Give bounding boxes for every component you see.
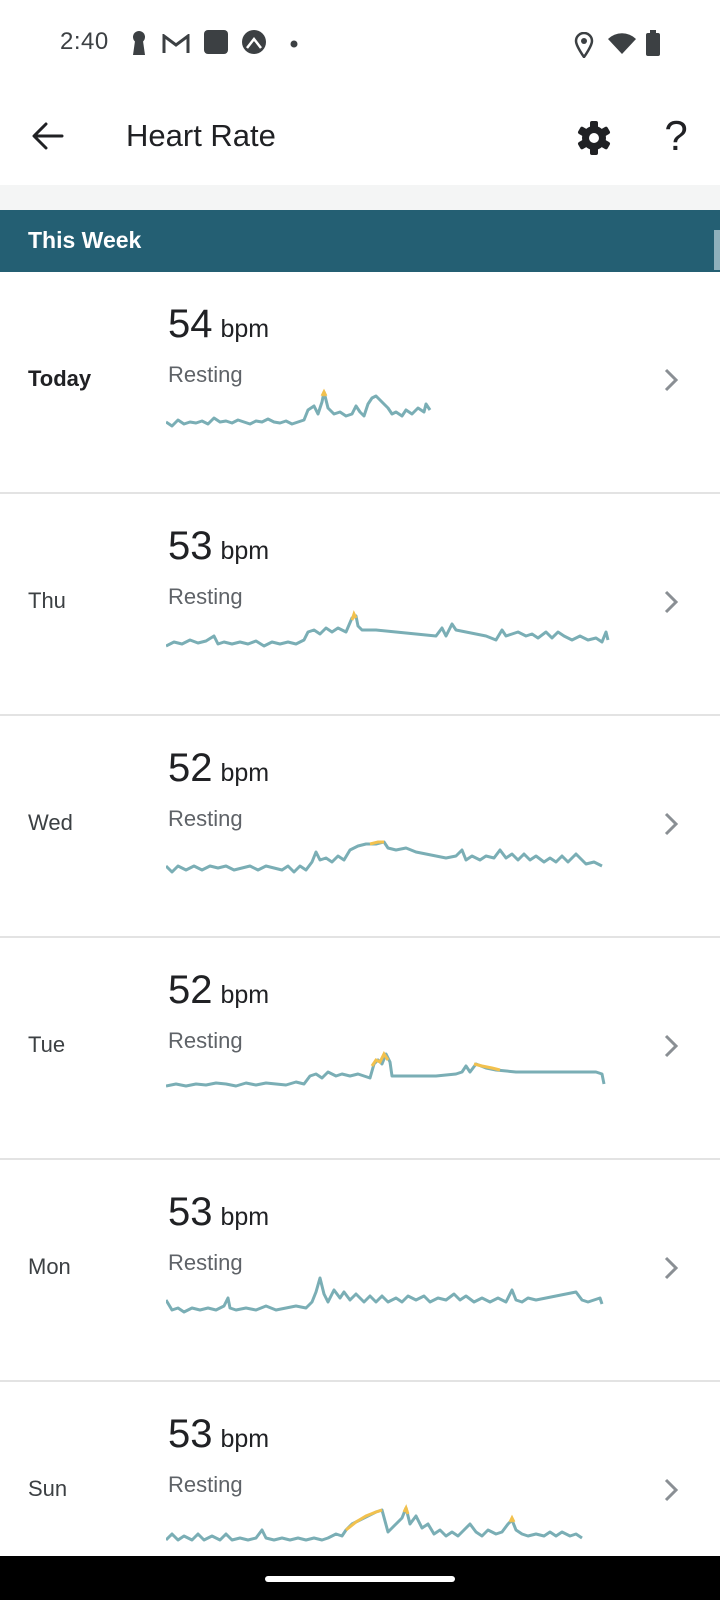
bpm-value: 53 bpm [168,524,270,568]
bpm-value: 52 bpm [168,746,270,790]
bpm-value: 53 bpm [168,1412,270,1456]
heart-rate-sparkline [166,610,610,648]
divider-band [0,185,720,210]
heart-rate-sparkline [166,1051,606,1088]
chevron-right-icon [664,1034,679,1058]
bpm-value: 53 bpm [168,1190,270,1234]
chevron-right-icon [664,368,679,392]
chevron-right-icon [664,812,679,836]
system-nav-bar [0,1556,720,1600]
day-row-tue[interactable]: Tue 52 bpm Resting [0,938,720,1160]
heart-rate-sparkline [166,1504,583,1542]
day-label: Thu [28,588,66,613]
page-title: Heart Rate [126,118,276,153]
help-icon: ? [664,112,688,159]
back-button[interactable] [20,108,76,164]
home-gesture-handle[interactable] [265,1576,455,1582]
heart-rate-sparkline [166,840,603,874]
day-label: Tue [28,1032,66,1057]
day-list: Today 54 bpm Resting Thu 53 bpm Resting We… [0,272,720,1600]
day-row-mon[interactable]: Mon 53 bpm Resting [0,1160,720,1382]
app-circle-icon [242,30,266,54]
day-label: Wed [28,810,73,835]
bpm-value: 52 bpm [168,968,270,1012]
app-square-icon [204,30,228,54]
day-row-today[interactable]: Today 54 bpm Resting [0,272,720,494]
help-button[interactable]: ? [648,104,704,168]
day-label: Today [28,366,92,391]
bpm-value: 54 bpm [168,302,270,346]
status-time: 2:40 [60,28,109,55]
resting-label: Resting [168,584,243,609]
gear-icon [578,121,610,155]
day-label: Sun [28,1476,68,1501]
location-icon [574,32,594,58]
arrow-back-icon [32,122,64,150]
resting-label: Resting [168,806,243,831]
gmail-icon [162,34,190,53]
resting-label: Resting [168,362,243,387]
scrollbar-thumb[interactable] [714,230,720,270]
app-bar: Heart Rate ? [0,90,720,185]
status-bar: 2:40 [0,0,720,90]
heart-rate-sparkline [166,388,432,428]
resting-label: Resting [168,1028,243,1053]
wifi-icon [608,33,636,54]
resting-label: Resting [168,1250,243,1275]
chevron-right-icon [664,1478,679,1502]
day-row-wed[interactable]: Wed 52 bpm Resting [0,716,720,938]
day-row-thu[interactable]: Thu 53 bpm Resting [0,494,720,716]
resting-label: Resting [168,1472,243,1497]
battery-icon [646,30,660,56]
dot-icon [290,40,298,48]
section-header: This Week [0,210,720,272]
heart-rate-sparkline [166,1276,604,1314]
section-title: This Week [28,227,142,253]
settings-button[interactable] [566,110,622,166]
day-row-sun[interactable]: Sun 53 bpm Resting [0,1382,720,1600]
chevron-right-icon [664,1256,679,1280]
day-label: Mon [28,1254,71,1279]
chevron-right-icon [664,590,679,614]
keyhole-icon [133,31,145,55]
